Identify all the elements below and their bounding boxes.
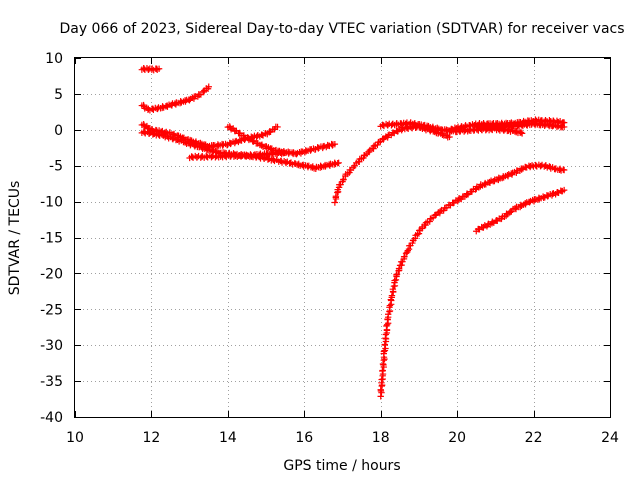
data-point (281, 149, 289, 156)
y-tick-label: -40 (40, 410, 63, 426)
data-point (560, 166, 568, 174)
series-arc-10 (473, 120, 568, 131)
series-arc-7 (331, 123, 453, 206)
data-point (508, 170, 515, 177)
grid-layer (75, 58, 610, 417)
data-point (432, 212, 439, 219)
data-point (472, 186, 479, 193)
data-point (340, 176, 347, 183)
data-point (331, 199, 339, 206)
x-tick-label: 24 (601, 430, 619, 446)
data-point (322, 163, 329, 170)
data-point (446, 133, 453, 141)
data-point (404, 247, 412, 254)
plot-frame (74, 57, 611, 418)
data-point (560, 186, 568, 194)
data-point (155, 65, 163, 72)
data-point (389, 285, 397, 293)
data-point (391, 277, 398, 284)
data-point (511, 205, 519, 212)
data-point (393, 271, 401, 278)
chart-title: Day 066 of 2023, Sidereal Day-to-day VTE… (59, 21, 624, 37)
data-point (370, 142, 378, 150)
data-point (331, 140, 339, 148)
data-point (335, 159, 342, 167)
data-point (208, 153, 216, 160)
x-axis-label: GPS time / hours (283, 458, 400, 474)
x-tick-label: 20 (448, 430, 466, 446)
tick-label-layer: 10 12 14 16 18 20 22 24 10 5 0 -5 -10 -15 -20 -25 -30 -35… (40, 51, 619, 446)
data-layer (138, 65, 568, 400)
data-point (379, 360, 387, 368)
y-tick-label: 10 (45, 51, 63, 67)
data-point (401, 253, 408, 260)
data-point (436, 208, 444, 215)
data-point (560, 123, 568, 131)
data-point (386, 302, 394, 309)
data-point (426, 218, 433, 225)
data-point (379, 367, 386, 374)
data-point (377, 386, 384, 393)
series-arc-11 (377, 161, 568, 400)
data-point (154, 105, 161, 113)
data-point (518, 166, 525, 173)
data-point (382, 331, 390, 338)
data-point (384, 311, 392, 318)
data-point (332, 192, 340, 200)
x-tick-label: 16 (295, 430, 313, 446)
data-point (489, 218, 496, 225)
data-point (380, 348, 388, 355)
data-point (503, 210, 510, 217)
series-arc-5 (224, 123, 339, 158)
series-arc-2 (138, 83, 212, 114)
y-tick-label: -35 (40, 374, 63, 390)
y-tick-label: -20 (40, 266, 63, 282)
tick-layer (75, 58, 611, 418)
x-tick-label: 10 (66, 430, 84, 446)
data-point (393, 271, 400, 279)
data-point (274, 123, 281, 131)
x-tick-label: 18 (372, 430, 390, 446)
y-tick-label: -30 (40, 338, 63, 354)
data-point (518, 130, 526, 137)
data-point (205, 83, 212, 90)
y-tick-label: 5 (54, 87, 63, 103)
data-point (517, 129, 525, 136)
series-arc-1 (138, 65, 163, 74)
data-point (463, 190, 471, 197)
y-tick-label: -5 (49, 159, 63, 175)
data-point (395, 265, 403, 272)
series-arc-12 (473, 186, 568, 235)
x-tick-label: 12 (143, 430, 161, 446)
y-axis-label: SDTVAR / TECUs (7, 181, 23, 296)
y-tick-label: -10 (40, 195, 63, 211)
data-point (381, 341, 389, 348)
data-point (504, 171, 511, 179)
y-tick-label: -15 (40, 231, 63, 247)
series-arc-6 (186, 148, 289, 162)
data-point (388, 292, 396, 299)
x-tick-label: 14 (219, 430, 237, 446)
y-tick-label: -25 (40, 302, 63, 318)
data-point (374, 141, 381, 149)
data-point (399, 258, 406, 265)
y-tick-label: 0 (54, 123, 63, 139)
data-point (382, 345, 389, 352)
x-tick-label: 22 (525, 430, 543, 446)
